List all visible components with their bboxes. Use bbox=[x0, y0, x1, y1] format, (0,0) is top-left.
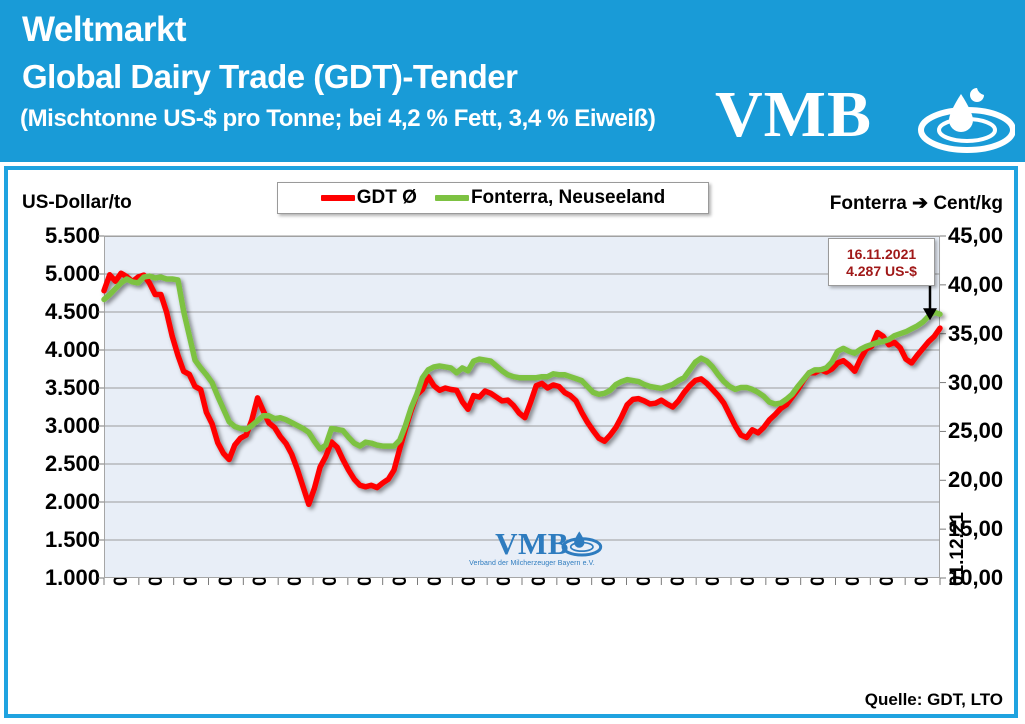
series-line-fonterra bbox=[101, 273, 943, 452]
y-tick-label-right: 40,00 bbox=[948, 271, 1004, 297]
annotation-value: 4.287 US-$ bbox=[846, 262, 917, 279]
milk-drop-ripple-icon bbox=[918, 88, 1015, 153]
y-tick-label-right: 30,00 bbox=[948, 369, 1004, 395]
y-tick-label-left: 5.500 bbox=[44, 223, 100, 248]
y-tick-label-right: 15,00 bbox=[948, 516, 1004, 542]
y-tick-label-left: 3.500 bbox=[44, 375, 100, 400]
y-axis-left-title: US-Dollar/to bbox=[22, 192, 132, 213]
x-axis-labels: 01.12.1301.04.1401.08.1401.12.1401.04.15… bbox=[0, 0, 1025, 586]
y-tick-label-right: 45,00 bbox=[948, 223, 1004, 248]
y-tick-label-left: 2.000 bbox=[44, 489, 100, 514]
y-tick-label-right: 25,00 bbox=[948, 418, 1004, 444]
y-tick-label-left: 4.000 bbox=[44, 337, 100, 362]
chart-legend: GDT Ø Fonterra, Neuseeland bbox=[277, 182, 709, 214]
header-line-3: (Mischtonne US-$ pro Tonne; bei 4,2 % Fe… bbox=[20, 105, 656, 132]
plot-area bbox=[98, 235, 946, 585]
y-tick-label-right: 20,00 bbox=[948, 467, 1004, 493]
y-axis-left-labels: 1.000 1.500 2.000 2.500 3.000 3.500 4.000 4.500… bbox=[0, 0, 100, 600]
vmb-logo: VMB bbox=[697, 78, 1017, 158]
y-axis-right-title-suffix: Cent/kg bbox=[933, 193, 1003, 214]
y-tick-label-left: 5.000 bbox=[44, 261, 100, 286]
legend-item-fonterra[interactable]: Fonterra, Neuseeland bbox=[426, 187, 674, 209]
plot-background bbox=[104, 236, 940, 578]
y-tick-label-left: 4.500 bbox=[44, 299, 100, 324]
plot-svg bbox=[98, 235, 946, 585]
annotation-date: 16.11.2021 bbox=[846, 245, 917, 262]
header-banner: Weltmarkt Global Dairy Trade (GDT)-Tende… bbox=[0, 0, 1025, 162]
legend-swatch-gdt bbox=[320, 195, 355, 201]
annotation-callout: 16.11.2021 4.287 US-$ bbox=[828, 238, 935, 286]
source-note: Quelle: GDT, LTO bbox=[864, 690, 1003, 709]
header-line-2: Global Dairy Trade (GDT)-Tender bbox=[22, 58, 518, 95]
right-arrow-icon: ➔ bbox=[912, 193, 929, 214]
x-tick-label: 01.12.21 bbox=[947, 512, 968, 586]
vmb-logo-text: VMB bbox=[715, 78, 872, 151]
y-axis-right-title: Fonterra ➔ Cent/kg bbox=[830, 192, 1003, 215]
y-tick-label-left: 2.500 bbox=[44, 451, 100, 476]
series-line-gdt bbox=[101, 270, 943, 508]
y-tick-label-left: 1.500 bbox=[44, 527, 100, 552]
y-axis-right-labels: 10,00 15,00 20,00 25,00 30,00 35,00 40,00 45,00 bbox=[948, 0, 1025, 600]
y-tick-label-right: 35,00 bbox=[948, 320, 1004, 346]
legend-label-fonterra: Fonterra, Neuseeland bbox=[470, 187, 666, 208]
legend-swatch-fonterra bbox=[434, 195, 469, 201]
header-line-1: Weltmarkt bbox=[22, 10, 187, 49]
y-axis-right-title-prefix: Fonterra bbox=[829, 193, 907, 214]
y-tick-label-right: 10,00 bbox=[948, 565, 1004, 590]
legend-label-gdt: GDT Ø bbox=[356, 187, 417, 208]
legend-item-gdt[interactable]: GDT Ø bbox=[312, 187, 426, 209]
y-tick-label-left: 3.000 bbox=[44, 413, 100, 438]
y-tick-label-left: 1.000 bbox=[44, 565, 100, 590]
